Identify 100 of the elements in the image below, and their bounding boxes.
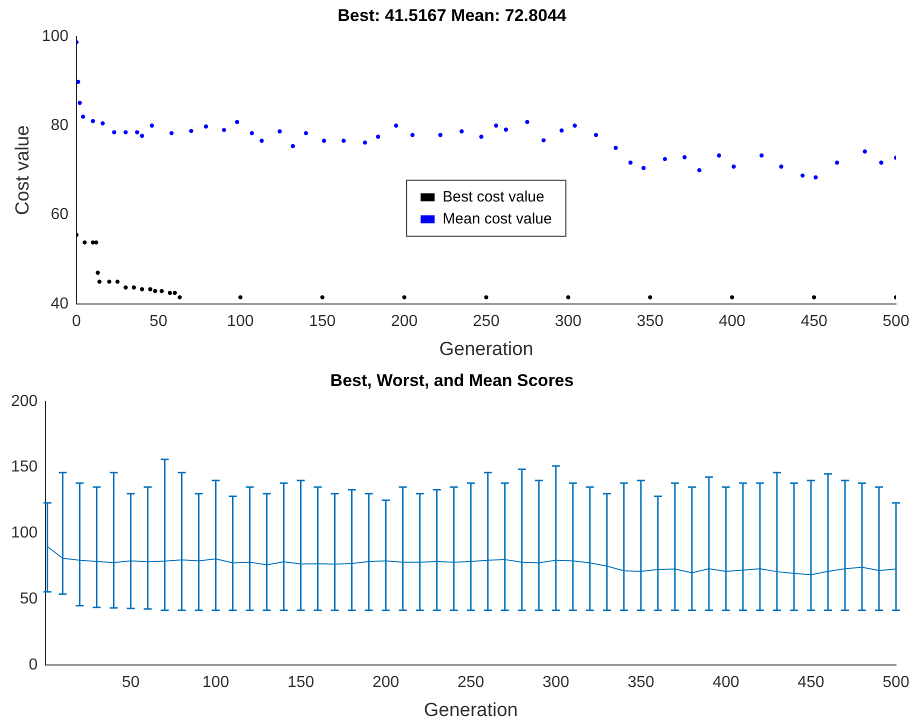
point (460, 129, 464, 134)
chart-title: Best, Worst, and Mean Scores (330, 370, 574, 390)
point (560, 128, 564, 133)
x-tick-label: 0 (72, 313, 82, 330)
y-tick-label: 0 (28, 656, 38, 674)
x-tick-label: 350 (628, 674, 654, 692)
point (484, 295, 488, 300)
point (566, 295, 570, 300)
point (169, 131, 174, 136)
point (178, 295, 182, 300)
x-axis-title: Generation (439, 338, 534, 360)
point (682, 155, 687, 160)
point (320, 295, 324, 300)
point (504, 128, 508, 132)
point (78, 100, 82, 105)
point (140, 134, 144, 138)
point (290, 144, 295, 148)
chart-title: Best: 41.5167 Mean: 72.8044 (338, 6, 567, 25)
y-tick-label: 150 (10, 458, 38, 476)
point (641, 166, 646, 170)
point (76, 80, 80, 84)
x-tick-label: 400 (712, 674, 740, 692)
point (834, 160, 840, 165)
point (82, 240, 87, 245)
y-tick-label: 100 (10, 524, 38, 542)
point (879, 160, 884, 165)
point (410, 132, 415, 138)
point (732, 164, 736, 169)
point (238, 295, 242, 300)
point (90, 119, 95, 124)
point (760, 153, 764, 158)
x-tick-label: 150 (308, 313, 336, 330)
y-axis-title: Cost value (12, 125, 34, 216)
y-tick-label: 200 (10, 392, 38, 410)
point (730, 295, 734, 300)
point (189, 128, 194, 134)
x-tick-label: 150 (287, 674, 314, 692)
point (494, 124, 498, 128)
point (697, 168, 702, 172)
point (438, 132, 442, 138)
x-tick-label: 300 (542, 674, 570, 692)
x-tick-label: 450 (800, 313, 828, 330)
point (76, 40, 79, 44)
y-tick-label: 60 (50, 206, 69, 224)
x-tick-label: 450 (798, 674, 824, 692)
point (525, 120, 530, 124)
point (132, 285, 136, 290)
point (648, 295, 652, 300)
point (204, 124, 208, 129)
point (222, 128, 226, 132)
x-tick-label: 500 (882, 313, 910, 330)
point (322, 138, 326, 143)
point (168, 290, 172, 295)
point (260, 138, 264, 143)
x-tick-label: 50 (150, 313, 168, 330)
y-tick-label: 100 (42, 28, 69, 45)
x-tick-label: 350 (636, 313, 664, 330)
point (97, 280, 102, 284)
x-tick-label: 200 (372, 674, 400, 692)
x-tick-label: 300 (554, 313, 582, 330)
point (628, 160, 633, 165)
point (572, 124, 577, 128)
x-tick-label: 250 (472, 313, 500, 330)
x-tick-label: 100 (227, 313, 254, 330)
point (160, 288, 164, 294)
point (362, 140, 368, 145)
x-tick-label: 100 (202, 674, 230, 692)
x-axis-title: Generation (424, 700, 518, 721)
point (140, 287, 144, 292)
point (614, 146, 618, 150)
point (80, 114, 86, 119)
y-tick-label: 80 (50, 117, 69, 134)
x-tick-label: 500 (882, 674, 910, 692)
x-tick-label: 200 (390, 313, 418, 330)
point (112, 130, 116, 134)
point (779, 164, 784, 169)
point (814, 175, 818, 180)
point (135, 130, 140, 134)
point (342, 138, 346, 143)
point (594, 132, 598, 138)
point (94, 240, 98, 245)
x-tick-label: 250 (457, 674, 484, 692)
point (278, 129, 282, 134)
point (716, 153, 722, 158)
point (76, 232, 79, 237)
point (124, 285, 128, 290)
point (862, 149, 867, 154)
point (172, 290, 177, 295)
point (542, 138, 546, 142)
point (148, 287, 152, 292)
legend-label: Mean cost value (442, 210, 552, 228)
point (376, 134, 380, 139)
legend-label: Best cost value (442, 188, 544, 206)
point (235, 120, 240, 124)
x-tick-label: 400 (718, 313, 746, 330)
point (402, 295, 406, 300)
x-tick-label: 50 (122, 674, 140, 692)
y-tick-label: 50 (20, 590, 38, 608)
point (662, 156, 667, 162)
point (250, 131, 254, 136)
